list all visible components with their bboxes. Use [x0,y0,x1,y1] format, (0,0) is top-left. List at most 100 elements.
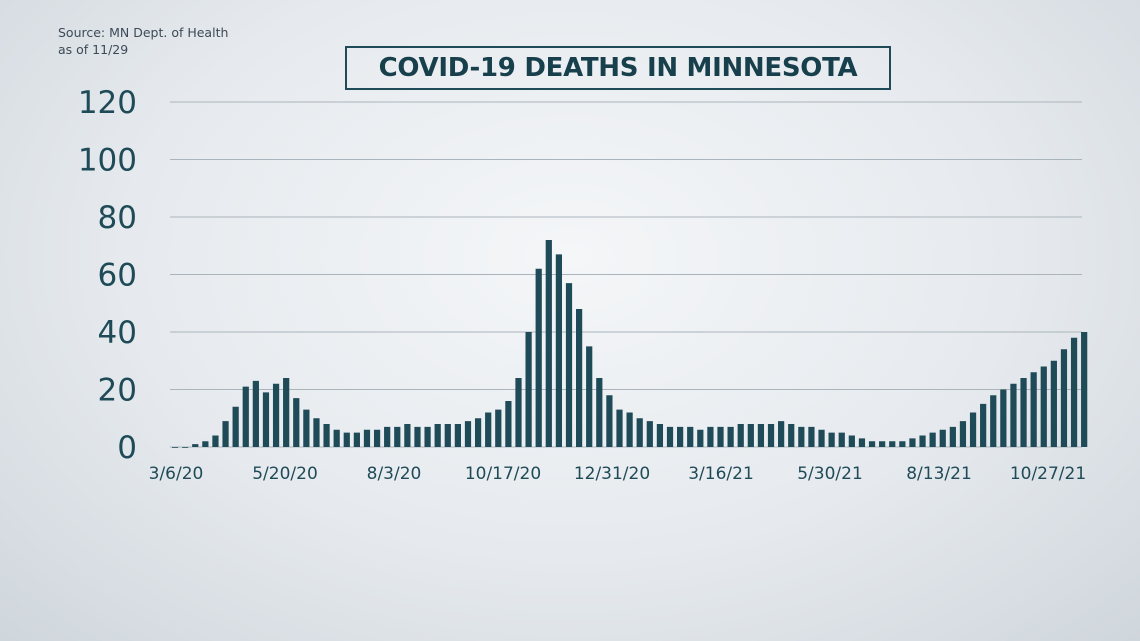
bar [778,421,785,447]
bar [1000,389,1007,447]
bar [515,378,522,447]
bar [697,429,704,447]
bar [1030,372,1037,447]
bar [828,432,835,447]
x-tick-label: 10/27/21 [1010,464,1086,484]
bar [939,429,946,447]
bar [545,240,552,447]
bar [868,441,876,447]
bar [464,421,472,447]
bar [394,426,401,447]
bar [555,254,563,447]
bar [303,409,310,447]
y-tick-label: 0 [117,430,137,466]
bar [525,332,532,447]
bar [262,392,270,447]
bar [1070,337,1078,447]
y-tick-label: 120 [78,85,137,121]
bar [575,309,583,447]
bar [363,429,371,447]
bar [1020,378,1027,447]
bar [485,412,492,447]
bar [656,424,664,447]
bar [1050,360,1057,447]
bar [505,401,512,447]
x-tick-label: 8/13/21 [906,464,972,484]
as-of-line: as of 11/29 [58,42,129,57]
bar [1060,349,1068,447]
bar [333,429,340,447]
bar [222,421,229,447]
bar [767,424,775,447]
source-line: Source: MN Dept. of Health [58,25,229,40]
bar [424,426,431,447]
bar [404,424,411,447]
bar [889,441,896,447]
bar [343,432,350,447]
bar [535,268,542,447]
x-tick-label: 5/20/20 [252,464,318,484]
bar [747,424,754,447]
bar [666,426,674,447]
y-tick-label: 80 [98,200,137,236]
bar [626,412,633,447]
x-tick-label: 3/16/21 [688,464,754,484]
bar [434,424,441,447]
bar [1010,383,1017,447]
bar [313,418,320,447]
bar [606,395,613,447]
bar [586,346,593,447]
bar [1040,366,1047,447]
source-note: Source: MN Dept. of Health as of 11/29 [58,24,228,58]
bar [182,447,189,448]
bar [959,421,967,447]
x-tick-label: 3/6/20 [149,464,204,484]
bar [737,424,744,447]
bar [707,426,714,447]
bar [717,426,724,447]
bar [848,435,855,447]
x-tick-label: 8/3/20 [367,464,422,484]
bar [353,432,360,447]
bar [788,424,795,447]
x-tick-label: 10/17/20 [465,464,541,484]
bar [202,441,209,447]
bar [990,395,997,447]
bar [858,438,866,447]
bar [727,426,734,447]
bar [919,435,926,447]
bar [596,378,603,447]
bar [373,429,381,447]
bar [757,424,765,447]
bar [929,432,936,447]
bar [474,418,482,447]
x-tick-label: 12/31/20 [574,464,650,484]
bar [232,406,239,447]
x-tick-label: 5/30/21 [797,464,863,484]
y-axis: 0 20 40 60 80 100 120 [78,85,137,466]
y-tick-label: 20 [98,373,137,409]
bar [444,424,451,447]
bar [414,426,421,447]
bar [252,380,259,447]
bar [1081,332,1088,447]
gridlines [170,101,1082,448]
bar [242,386,249,447]
bar [565,283,573,447]
bar [969,412,977,447]
bars [171,240,1088,448]
bar [283,378,290,447]
bar [272,383,280,447]
bar [687,426,694,447]
bar [949,426,956,447]
bar [646,421,653,447]
bar [454,424,461,447]
bar [323,424,330,447]
bar [808,426,815,447]
chart-title: COVID-19 DEATHS IN MINNESOTA [378,53,858,83]
bar [980,403,987,447]
bar [616,409,623,447]
bar [677,426,684,447]
bar [495,409,502,447]
